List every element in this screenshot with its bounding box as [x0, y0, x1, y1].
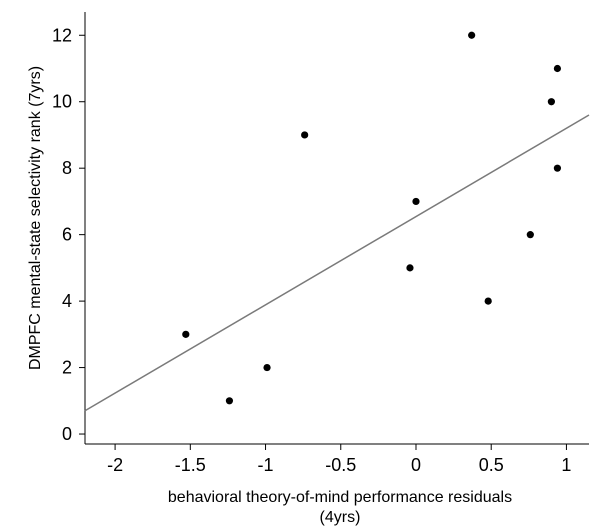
x-tick-label: 0.5 [479, 455, 504, 475]
y-tick-label: 10 [52, 92, 72, 112]
data-point [484, 297, 492, 305]
data-point [547, 98, 555, 106]
regression-line [84, 114, 590, 412]
x-tick-label: 0 [411, 455, 421, 475]
x-tick-label: -1 [258, 455, 274, 475]
y-tick-label: 6 [62, 225, 72, 245]
x-tick-label: -2 [107, 455, 123, 475]
x-axis-label-line-2: (4yrs) [320, 509, 361, 526]
y-tick-label: 4 [62, 291, 72, 311]
data-point [406, 264, 414, 272]
x-tick-label: 1 [561, 455, 571, 475]
y-axis-label: DMPFC mental-state selectivity rank (7yr… [27, 66, 44, 370]
x-axis-label-line-1: behavioral theory-of-mind performance re… [168, 489, 512, 506]
x-tick-label: -0.5 [325, 455, 356, 475]
data-point [553, 164, 562, 172]
y-tick-label: 2 [62, 358, 72, 378]
data-point [468, 31, 476, 39]
y-tick-label: 0 [62, 424, 72, 444]
y-ticks: 0 2 4 6 8 10 12 [52, 25, 85, 444]
data-point [553, 64, 562, 73]
data-point [182, 330, 190, 338]
data-points [182, 31, 562, 405]
data-point [263, 363, 271, 372]
data-point [412, 197, 420, 206]
data-point [301, 131, 309, 139]
data-point [225, 397, 234, 405]
y-tick-label: 8 [62, 158, 72, 178]
data-point [526, 231, 534, 239]
x-ticks: -2 -1.5 -1 -0.5 0 0.5 1 [107, 444, 571, 475]
x-tick-label: -1.5 [175, 455, 206, 475]
y-tick-label: 12 [52, 25, 72, 45]
